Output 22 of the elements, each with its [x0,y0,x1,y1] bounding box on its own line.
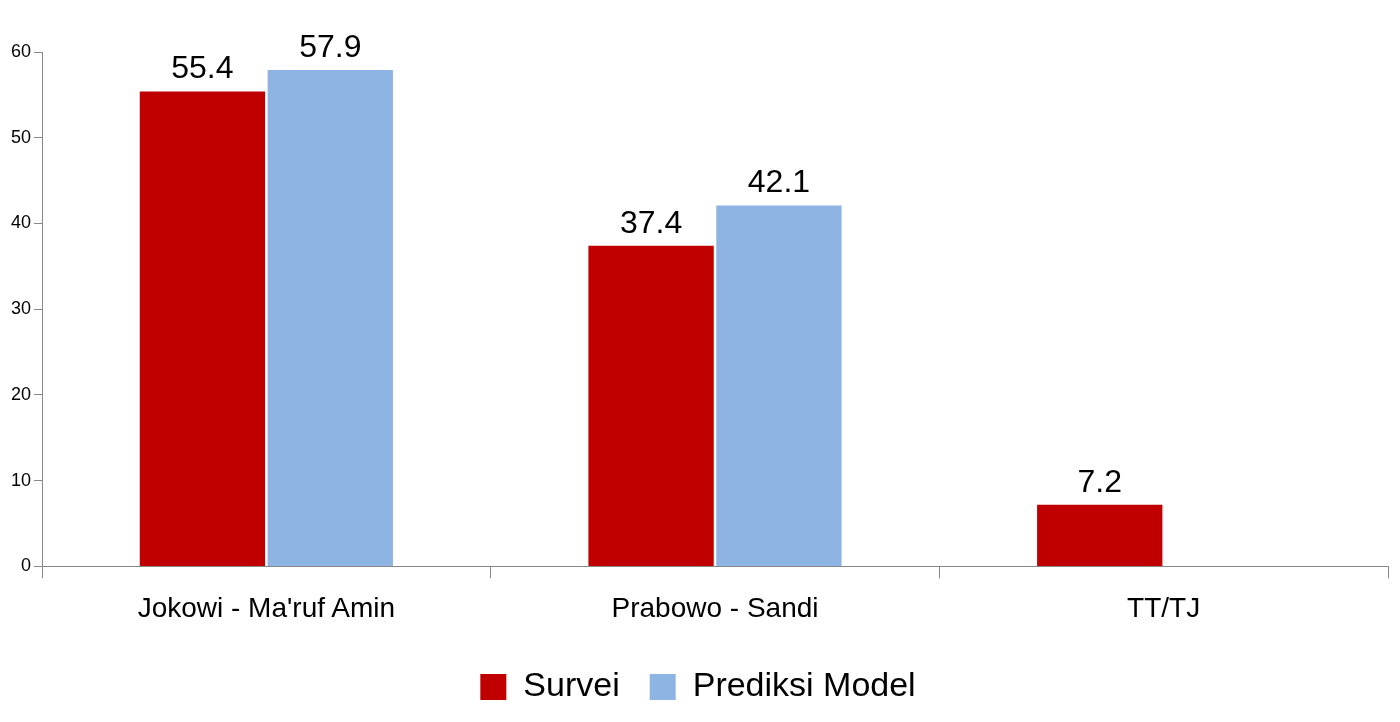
bar [1037,504,1163,566]
bar [139,91,266,566]
data-label: 37.4 [619,203,683,240]
legend-label: Survei [523,665,620,704]
bar [267,70,393,566]
y-tick-label: 60 [10,40,32,61]
x-tick-label: Jokowi - Ma'ruf Amin [137,591,396,623]
legend-label: Prediksi Model [692,665,916,704]
y-tick-label: 50 [10,126,32,147]
data-label: 55.4 [171,49,234,86]
y-tick-label: 0 [21,555,32,576]
x-tick-label: Prabowo - Sandi [611,591,819,623]
y-tick-label: 10 [10,469,32,490]
bar [588,245,714,566]
data-label: 42.1 [747,163,811,200]
data-label: 57.9 [299,27,362,64]
data-label: 7.2 [1077,462,1122,499]
y-tick-label: 30 [10,298,32,319]
y-tick-label: 40 [10,212,32,233]
bar [716,205,842,566]
y-tick-label: 20 [10,383,32,404]
x-tick-label: TT/TJ [1127,591,1201,623]
